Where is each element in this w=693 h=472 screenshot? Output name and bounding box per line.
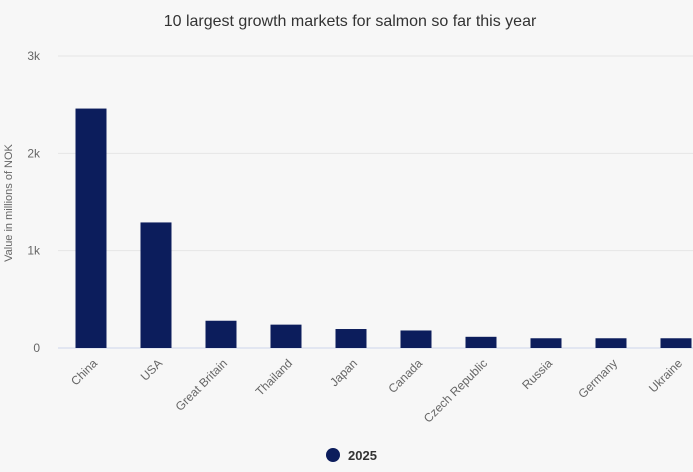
bar-china[interactable] xyxy=(75,108,107,348)
y-axis-ticks: 0 1k 2k 3k xyxy=(27,49,41,355)
legend[interactable]: 2025 xyxy=(326,448,377,463)
x-tick-label: Thailand xyxy=(253,356,295,398)
bar-great-britain[interactable] xyxy=(205,320,237,348)
x-tick-label: USA xyxy=(138,356,165,383)
y-tick-label: 3k xyxy=(27,49,41,63)
x-tick-label: Germany xyxy=(575,356,620,401)
x-tick-label: Japan xyxy=(327,356,360,389)
y-axis-title: Value in millions of NOK xyxy=(3,143,15,261)
bar-czech-republic[interactable] xyxy=(465,336,497,348)
chart-title: 10 largest growth markets for salmon so … xyxy=(164,13,537,30)
bar-russia[interactable] xyxy=(530,338,562,348)
x-tick-label: Ukraine xyxy=(646,356,685,395)
x-tick-label: Russia xyxy=(519,356,555,392)
bar-usa[interactable] xyxy=(140,222,172,348)
x-tick-label: Canada xyxy=(385,356,425,396)
bar-ukraine[interactable] xyxy=(660,338,692,348)
bar-germany[interactable] xyxy=(595,338,627,348)
y-tick-label: 1k xyxy=(27,244,41,258)
bar-canada[interactable] xyxy=(400,330,432,348)
y-tick-label: 2k xyxy=(27,146,41,160)
bars-layer xyxy=(75,108,692,348)
x-tick-label: Great Britain xyxy=(173,356,231,414)
x-axis-ticks: China USA Great Britain Thailand Japan Canada… xyxy=(68,356,685,426)
legend-marker-2025 xyxy=(326,448,340,462)
bar-japan[interactable] xyxy=(335,329,367,348)
legend-label-2025: 2025 xyxy=(348,448,377,463)
x-tick-label: Czech Republic xyxy=(421,356,490,425)
y-tick-label: 0 xyxy=(33,341,40,355)
bar-thailand[interactable] xyxy=(270,324,302,348)
x-tick-label: China xyxy=(68,356,100,388)
